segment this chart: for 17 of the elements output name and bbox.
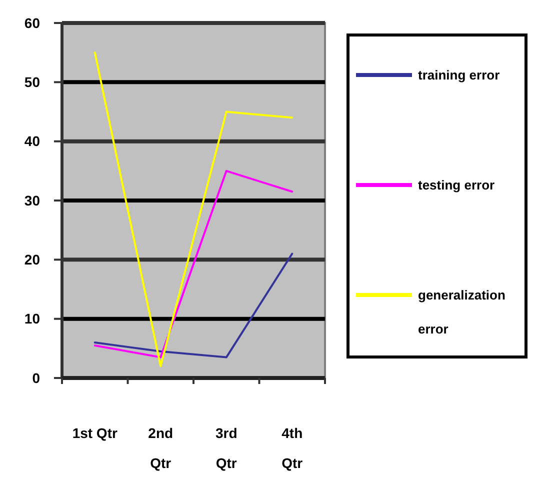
y-tick-label: 40: [24, 133, 40, 150]
y-tick-label: 0: [32, 370, 40, 386]
y-tick-label: 50: [24, 74, 40, 90]
legend-label: training error: [418, 68, 500, 83]
line-series: [94, 52, 294, 368]
text: generalization error: [418, 288, 506, 337]
x-tick-label: 4th Qtr: [282, 425, 304, 471]
x-tick-label: 1st Qtr: [72, 425, 118, 441]
y-tick-label: 10: [24, 310, 40, 327]
line-series: [94, 252, 294, 358]
x-tick-label: 3rd Qtr: [215, 425, 238, 471]
y-tick-label: 60: [24, 14, 40, 31]
legend-label: testing error: [418, 178, 495, 193]
y-tick-label: 30: [24, 192, 40, 208]
y-tick-label: 20: [24, 252, 40, 268]
line-series: [94, 170, 294, 358]
x-tick-label: 2nd Qtr: [148, 425, 174, 471]
